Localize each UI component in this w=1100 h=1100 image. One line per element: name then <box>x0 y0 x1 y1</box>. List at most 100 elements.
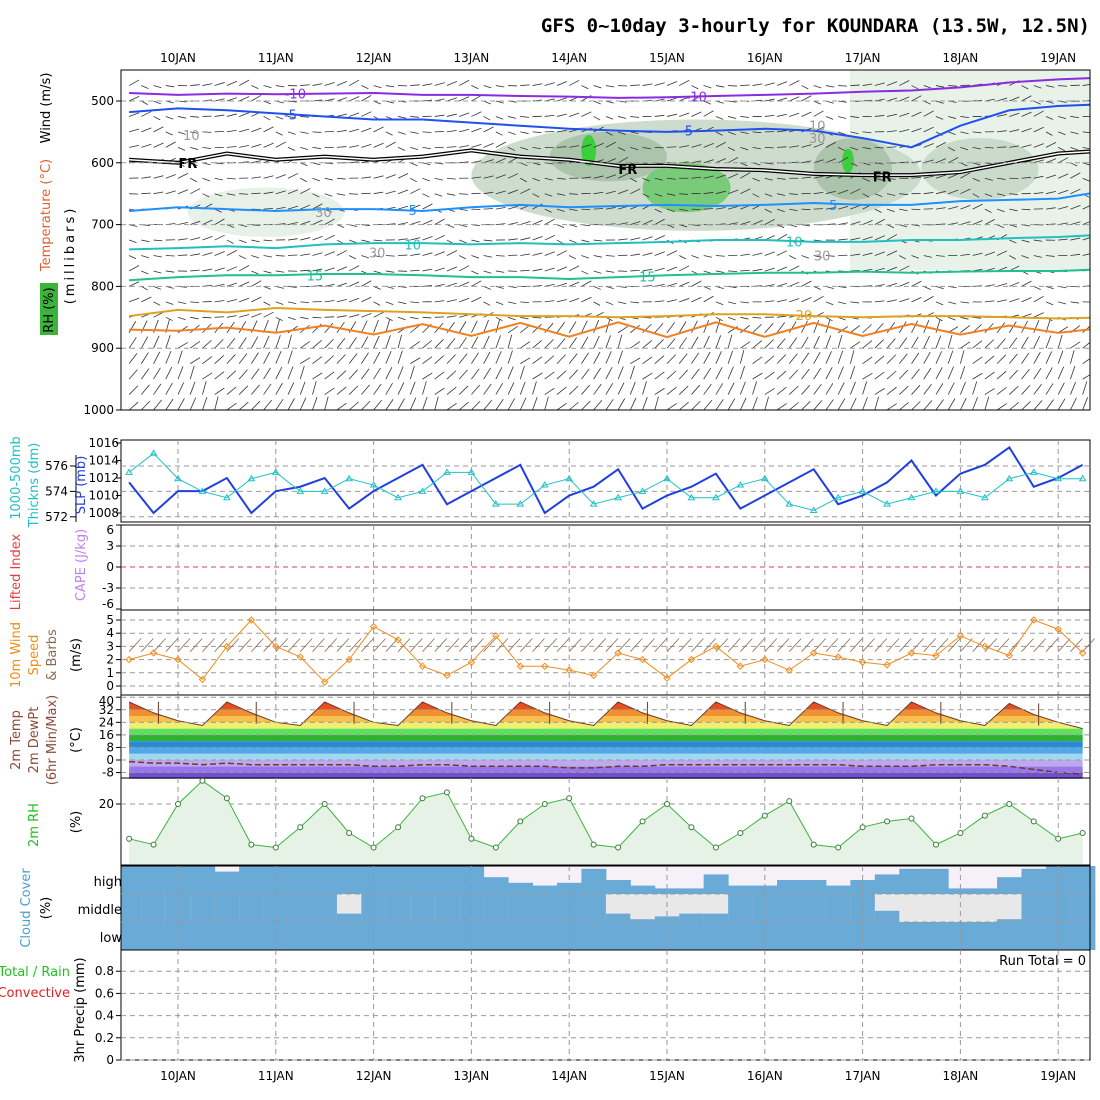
wind-barb <box>654 387 665 395</box>
wind-barb <box>837 157 849 164</box>
wind-barb <box>1033 85 1042 89</box>
wind-barb <box>678 321 687 333</box>
rh-point <box>981 812 988 819</box>
wind-barb <box>960 350 965 364</box>
cloud-bar-high <box>1070 866 1096 894</box>
wind-barb <box>251 312 262 318</box>
wind-barb <box>300 188 311 195</box>
wind-speed-point <box>492 632 500 640</box>
wind-barb <box>947 157 959 164</box>
wind-barb <box>1082 205 1090 210</box>
wind-barb <box>251 384 260 395</box>
wind-barb <box>532 372 543 380</box>
wind-barb <box>129 144 139 148</box>
wind-barb <box>446 97 458 102</box>
contour-label: 15 <box>307 269 324 284</box>
wind-barb <box>715 335 722 349</box>
cloud-bar-low <box>605 922 631 950</box>
wind-barb <box>874 251 885 256</box>
wind-barb <box>177 238 188 241</box>
wind-barb <box>544 371 555 380</box>
pressure-tick-label: 1000 <box>83 403 114 417</box>
wind-barb <box>348 353 358 364</box>
wind-barb <box>874 193 883 197</box>
wind-barb <box>1033 400 1043 410</box>
cloud-bar-low <box>850 922 876 950</box>
wind-barb <box>190 357 201 364</box>
wind-barb <box>837 350 844 364</box>
wind-barb <box>764 339 774 349</box>
wind-barb <box>850 381 856 395</box>
wind-tick-label: 0 <box>106 679 114 693</box>
cloud-bar-low <box>336 922 362 950</box>
wind-barb <box>740 301 750 304</box>
wind-barb <box>1058 146 1066 152</box>
cloud-bar-middle <box>752 894 778 922</box>
wind-barb <box>348 281 360 287</box>
wind-barb <box>593 270 602 274</box>
cloud-bar-high <box>777 880 802 894</box>
wind-barb <box>789 255 797 260</box>
wind-barb <box>238 401 249 410</box>
wind-barb <box>825 316 833 322</box>
wind-barb <box>190 237 201 241</box>
wind-barb <box>238 239 247 244</box>
wind-barb <box>434 267 445 272</box>
wind-barb <box>764 396 769 410</box>
wind-barb <box>532 146 541 150</box>
wind-barb <box>715 141 727 148</box>
wind-barb <box>862 193 870 198</box>
temp-color-band <box>129 760 1083 767</box>
wind-barb <box>789 193 799 195</box>
wind-barb <box>128 385 139 395</box>
wind-barb <box>238 638 252 652</box>
wind-barb <box>495 158 507 164</box>
contour-label: 5 <box>829 199 837 214</box>
thickness-point <box>760 474 769 482</box>
wind-barb <box>483 159 494 164</box>
wind-barb <box>422 252 433 256</box>
wind-barb <box>385 255 395 257</box>
wind-barb <box>1058 301 1067 305</box>
wind-barb <box>752 131 762 134</box>
wind-barb <box>397 116 407 119</box>
wind-barb <box>141 286 148 291</box>
wind-barb <box>483 175 494 179</box>
wind10m-label: 10m Wind <box>9 622 24 688</box>
wind-barb <box>324 387 335 395</box>
wind-barb <box>410 357 421 364</box>
wind-barb <box>483 208 494 210</box>
rh-point <box>712 844 719 851</box>
wind-barb <box>165 141 176 148</box>
wind-barb <box>960 381 966 395</box>
cloud-bar-high <box>972 888 998 894</box>
top-date-label: 11JAN <box>258 51 294 65</box>
wind-barb <box>691 111 702 117</box>
cloud-bar-high <box>410 866 436 894</box>
wind-barb <box>703 175 714 179</box>
wind-barb <box>703 208 714 210</box>
wind-barb <box>703 295 714 303</box>
wind-barb <box>899 281 910 287</box>
thickness-point <box>565 474 574 482</box>
cloud-bar-middle <box>679 913 705 922</box>
wind-barb <box>739 381 746 395</box>
rh-area <box>813 138 892 200</box>
wind-barb <box>874 371 885 380</box>
wind-barb <box>825 367 833 380</box>
wind-barb <box>581 336 589 349</box>
wind-barb <box>984 193 993 197</box>
wind-barb <box>813 335 820 349</box>
wind-barb <box>911 320 918 333</box>
wind-barb <box>764 355 775 364</box>
wind-barb <box>691 336 699 349</box>
wind-barb <box>349 193 359 195</box>
wind-barb <box>238 321 247 333</box>
wind-barb <box>128 353 138 364</box>
wind-barb <box>1057 334 1063 349</box>
wind-barb <box>189 397 197 410</box>
wind-barb <box>397 189 409 195</box>
wind-barb <box>642 219 653 225</box>
wind-barb <box>275 382 283 395</box>
